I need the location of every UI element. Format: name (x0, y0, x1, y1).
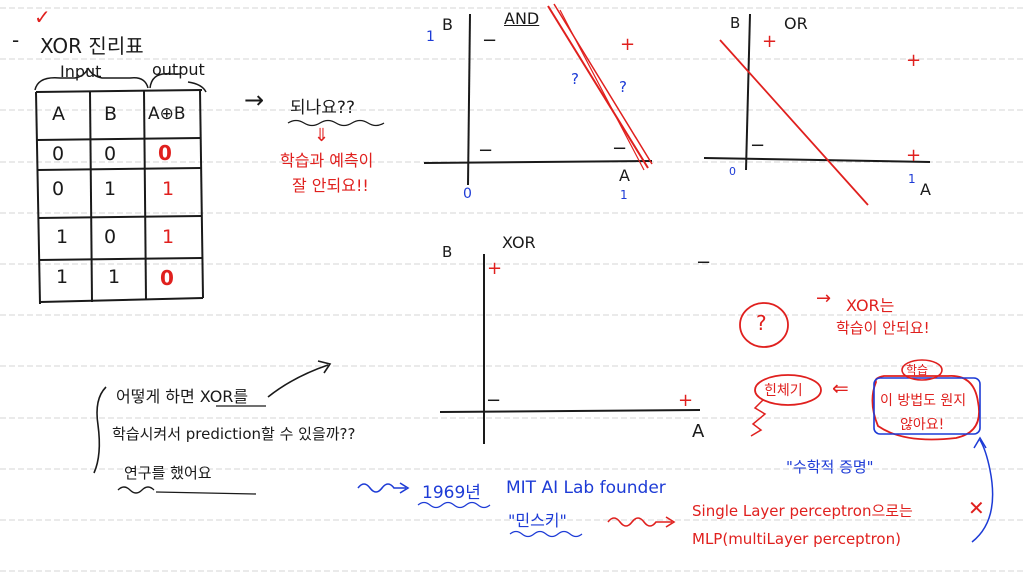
question-text: 되나요?? (290, 98, 355, 118)
xor-plot (439, 254, 701, 444)
input-label: Input (60, 62, 102, 81)
cell-r3-out: 1 (162, 226, 175, 248)
and-y-label: B (442, 15, 453, 34)
method-tag: 학습 (906, 363, 929, 377)
check-mark-icon: ✓ (34, 5, 51, 29)
xor-note-arrow: → (816, 288, 832, 309)
xor-y-label: B (442, 243, 453, 261)
cell-r1-b: 0 (104, 143, 117, 165)
and-x-axis (423, 160, 653, 164)
giveup-oval (754, 374, 822, 406)
and-question-mark-2: ? (619, 78, 627, 96)
mlp-curve-arrow (971, 436, 994, 543)
or-title: OR (784, 14, 808, 33)
or-x-axis (703, 157, 931, 163)
and-point-1-1: + (620, 34, 636, 55)
or-origin-label: 0 (729, 165, 736, 178)
giveup-label: 힌체기 (764, 383, 803, 399)
header-b: B (104, 103, 118, 125)
and-plot (423, 3, 653, 186)
history-person: "민스키" (508, 511, 567, 530)
cell-r4-out: 0 (160, 266, 174, 290)
header-xor: A⊕B (148, 104, 186, 124)
cell-r4-a: 1 (56, 266, 69, 288)
giveup-zigzag (750, 399, 767, 437)
or-one-x-label: 1 (908, 172, 916, 186)
circled-question-mark: ? (756, 311, 767, 335)
truth-table-title: XOR 진리표 (40, 34, 144, 58)
history-proof: "수학적 증명" (786, 458, 874, 476)
person-underline (509, 530, 583, 538)
xor-title: XOR (502, 233, 536, 252)
cell-r1-out: 0 (158, 141, 172, 165)
or-x-label: A (920, 180, 931, 199)
or-separator-line (719, 39, 869, 206)
truth-table-braces (34, 67, 207, 93)
history-slp: Single Layer perceptron으로는 (692, 502, 913, 520)
red-squiggle-arrow (607, 516, 676, 528)
or-plot (703, 13, 931, 206)
truth-table-grid (35, 89, 204, 305)
question-underline (287, 119, 385, 127)
xor-point-1-1: − (696, 252, 712, 273)
history-squiggle-arrow (357, 482, 410, 494)
or-point-0-0: − (750, 135, 766, 156)
circled-question (739, 302, 789, 348)
down-arrow-icon: ⇓ (314, 125, 330, 146)
history-year: 1969년 (422, 483, 481, 503)
and-title: AND (504, 9, 540, 28)
xor-point-1-0: + (678, 390, 694, 411)
or-point-1-0: + (906, 145, 922, 166)
note-line-2: 잘 안되요!! (292, 176, 369, 195)
xor-x-axis (439, 409, 701, 413)
xor-point-0-1: + (487, 258, 503, 279)
and-question-mark-1: ? (571, 70, 579, 88)
and-separator-line (547, 5, 649, 169)
question-note-line-1: 어떻게 하면 XOR를 (116, 387, 249, 406)
and-origin-label: 0 (463, 186, 472, 202)
xor-note-text-1: XOR는 (846, 296, 895, 315)
header-a: A (52, 103, 65, 125)
method-line-2: 않아요! (900, 417, 945, 433)
cell-r1-a: 0 (52, 143, 65, 165)
or-point-1-1: + (906, 50, 922, 71)
cell-r4-b: 1 (108, 266, 121, 288)
cell-r2-b: 1 (104, 178, 117, 200)
bullet-dash: - (12, 28, 20, 52)
year-underline (417, 501, 491, 509)
research-underline (117, 486, 257, 495)
and-point-0-0: − (478, 140, 494, 161)
and-separator-line-2 (553, 3, 653, 165)
cell-r3-a: 1 (56, 226, 69, 248)
and-point-1-0: − (612, 138, 628, 159)
cell-r2-a: 0 (52, 178, 65, 200)
method-box (871, 359, 981, 441)
output-label: output (152, 60, 205, 79)
xor-note-text-2: 학습이 안되요! (836, 319, 930, 337)
note-line-1: 학습과 예측이 (280, 151, 374, 170)
cross-icon: ✕ (968, 496, 985, 520)
cell-r2-out: 1 (162, 178, 175, 200)
or-point-0-1: + (762, 31, 778, 52)
or-y-label: B (730, 14, 741, 32)
and-y-axis (467, 13, 471, 186)
and-x-label: A (619, 166, 630, 185)
question-brace (93, 360, 332, 474)
xor-point-0-0: − (486, 390, 502, 411)
and-one-y-label: 1 (426, 29, 435, 45)
question-note-line-2: 학습시켜서 prediction할 수 있을까?? (112, 425, 356, 443)
xor-x-label: A (692, 421, 705, 442)
history-mlp: MLP(multiLayer perceptron) (692, 530, 901, 548)
giveup-arrow: ⇐ (832, 376, 849, 400)
and-one-x-label: 1 (620, 188, 628, 202)
and-separator-line-3 (559, 9, 645, 171)
arrow-right-icon: → (244, 86, 265, 114)
method-line-1: 이 방법도 원지 (880, 393, 967, 409)
or-y-axis (745, 13, 751, 171)
cell-r3-b: 0 (104, 226, 117, 248)
and-point-0-1: − (482, 30, 498, 51)
history-lab: MIT AI Lab founder (506, 478, 666, 498)
question-note-line-3: 연구를 했어요 (124, 464, 212, 482)
